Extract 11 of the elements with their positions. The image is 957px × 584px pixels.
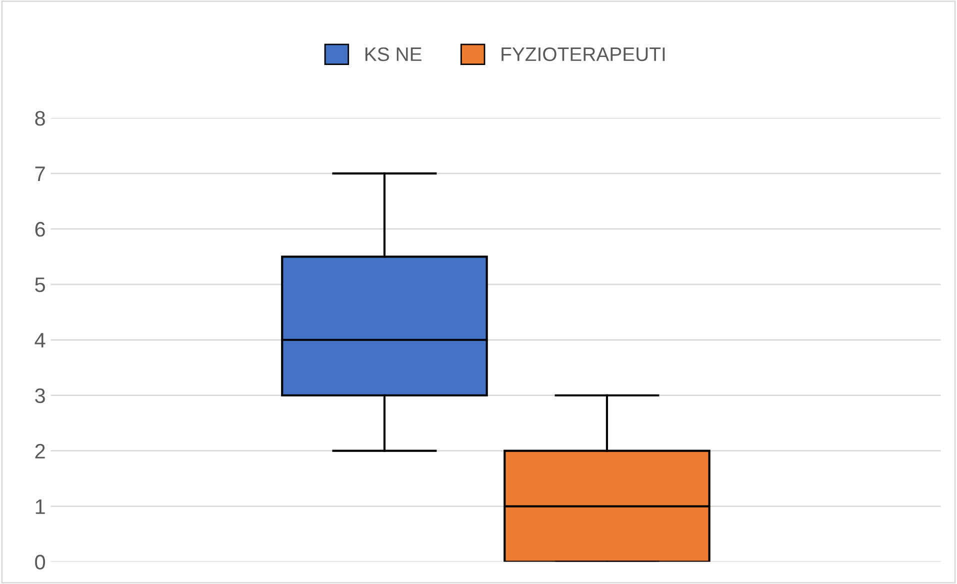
y-tick-label: 2 xyxy=(35,444,45,458)
y-tick-label: 6 xyxy=(35,222,45,237)
y-tick-label: 3 xyxy=(35,388,45,404)
y-tick-label: 5 xyxy=(35,278,45,292)
y-tick-label: 4 xyxy=(34,333,46,348)
y-tick-label: 0 xyxy=(35,554,46,570)
legend-label: KS NE xyxy=(366,47,422,62)
legend-label: FYZIOTERAPEUTI xyxy=(502,47,665,62)
y-tick-label: 7 xyxy=(35,166,45,181)
y-tick-label: 8 xyxy=(35,110,45,126)
y-tick-label: 1 xyxy=(36,500,45,514)
